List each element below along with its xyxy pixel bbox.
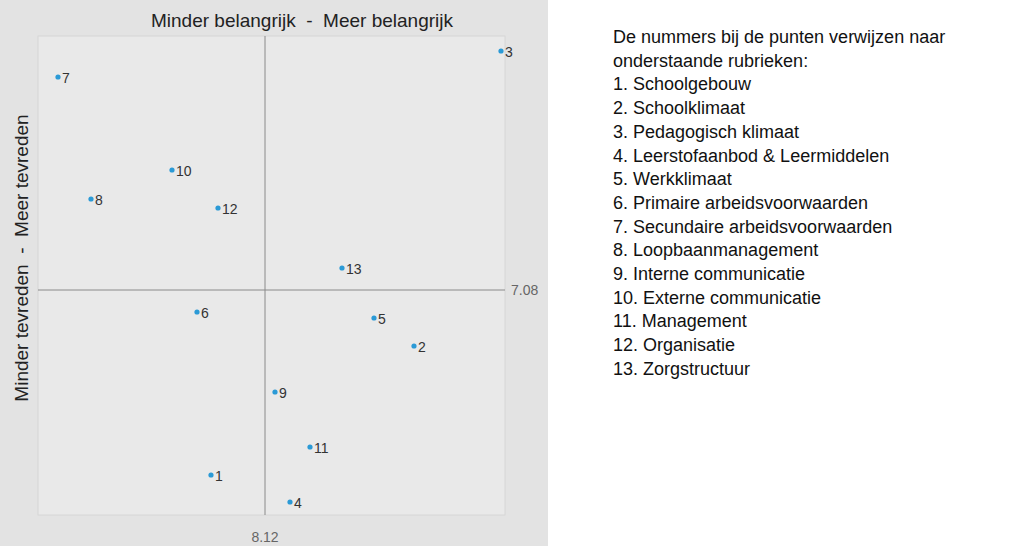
notes-item: 1. Schoolgebouw [613,73,1013,97]
notes-item: 11. Management [613,310,1013,334]
point-label: 13 [346,261,362,277]
point [339,265,344,270]
notes-item: 10. Externe communicatie [613,287,1013,311]
point-label: 6 [201,305,209,321]
point [307,444,312,449]
grid-line-y [38,290,505,291]
notes-item: 7. Secundaire arbeidsvoorwaarden [613,216,1013,240]
point [287,499,292,504]
notes-item: 3. Pedagogisch klimaat [613,121,1013,145]
point [55,74,60,79]
point [215,205,220,210]
point [208,472,213,477]
point-label: 5 [378,311,386,327]
points [55,48,503,504]
point [411,343,416,348]
point [371,315,376,320]
notes-item: 6. Primaire arbeidsvoorwaarden [613,192,1013,216]
point-label: 10 [176,163,192,179]
point-label: 3 [505,44,513,60]
point [272,389,277,394]
x-tick-label: 8.12 [251,529,278,545]
y-axis-title: Minder tevreden - Meer tevreden [11,114,32,401]
notes-item: 12. Organisatie [613,334,1013,358]
notes-item: 2. Schoolklimaat [613,97,1013,121]
point-label: 1 [215,468,223,484]
panel-background [0,0,548,546]
legend-notes: De nummers bij de punten verwijzen naar … [613,26,1013,382]
plot-frame [38,36,505,515]
notes-item: 5. Werkklimaat [613,168,1013,192]
point-label: 4 [294,495,302,511]
y-tick-label: 7.08 [511,282,538,298]
point [498,48,503,53]
point [169,167,174,172]
point-label: 12 [222,201,238,217]
point-label: 2 [418,339,426,355]
notes-item: 13. Zorgstructuur [613,358,1013,382]
point-label: 8 [95,192,103,208]
grid-line-x [265,36,266,515]
point-label: 11 [314,440,329,456]
point-label: 7 [62,70,70,86]
notes-title: De nummers bij de punten verwijzen naar … [613,26,1013,73]
point-label: 9 [279,385,287,401]
notes-item: 4. Leerstofaanbod & Leermiddelen [613,145,1013,169]
point [88,196,93,201]
point [194,309,199,314]
chart: 8.12 7.08 Minder belangrijk - Meer belangr… [0,0,1024,546]
notes-item: 8. Loopbaanmanagement [613,239,1013,263]
x-axis-title: Minder belangrijk - Meer belangrijk [151,10,454,31]
notes-item: 9. Interne communicatie [613,263,1013,287]
